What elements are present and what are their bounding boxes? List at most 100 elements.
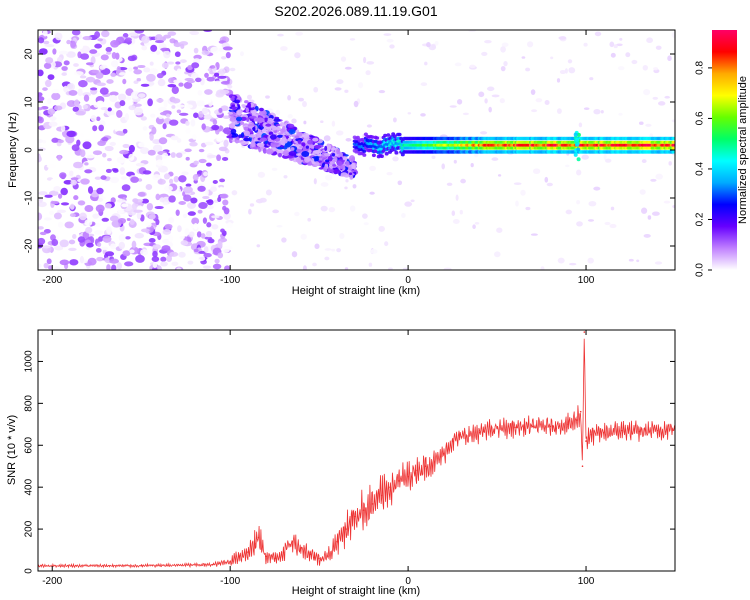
snr-plot-area (38, 330, 675, 571)
heatmap-cell (38, 48, 48, 55)
heatmap-cell (50, 200, 60, 205)
heatmap-cell (42, 87, 48, 91)
heatmap-cell (222, 246, 230, 253)
heatmap-cell (48, 190, 59, 196)
heatmap-cell (117, 209, 125, 214)
heatmap-cell (173, 79, 183, 84)
heatmap-cell (49, 210, 55, 216)
heatmap-cell (68, 239, 76, 245)
heatmap-cell (388, 267, 393, 270)
heatmap-cell (73, 195, 79, 201)
heatmap-cell (453, 159, 457, 164)
heatmap-cell (109, 215, 119, 222)
heatmap-cell (203, 30, 213, 33)
heatmap-cell (127, 55, 137, 62)
heatmap-cell (128, 153, 135, 161)
heatmap-cell (291, 118, 297, 124)
heatmap-cell (171, 261, 179, 266)
heatmap-cell (131, 240, 137, 249)
heatmap-cell (200, 233, 206, 239)
heatmap-cell (93, 230, 104, 235)
heatmap-cell (163, 173, 171, 180)
heatmap-cell (100, 246, 109, 251)
heatmap-cell (69, 170, 74, 177)
heatmap-cell (339, 233, 345, 239)
snr-x-label: Height of straight line (km) (292, 585, 420, 597)
heatmap-cell (558, 36, 567, 40)
heatmap-cell (54, 105, 63, 111)
heatmap-cell (149, 133, 154, 141)
x-tick-label: -100 (220, 576, 240, 587)
heatmap-cell (124, 261, 134, 267)
heatmap-cell (82, 36, 93, 41)
heatmap-cell (184, 148, 192, 153)
heatmap-cell (150, 113, 156, 118)
heatmap-cell (38, 92, 43, 97)
heatmap-cell (244, 100, 249, 104)
heatmap-cell (54, 245, 64, 251)
heatmap-cell (175, 152, 183, 158)
heatmap-cell (565, 164, 570, 168)
heatmap-cell (82, 104, 89, 110)
heatmap-cell (115, 130, 124, 136)
heatmap-cell (576, 169, 582, 176)
heatmap-cell (324, 256, 330, 261)
heatmap-cell (229, 67, 236, 72)
heatmap-cell (668, 161, 672, 166)
heatmap-cell (318, 167, 324, 170)
heatmap-cell (459, 209, 463, 215)
heatmap-cell (152, 250, 158, 258)
heatmap-cell (97, 140, 106, 146)
heatmap-cell (550, 56, 554, 60)
heatmap-cell (151, 256, 160, 262)
heatmap-cell (540, 266, 545, 270)
heatmap-cell (101, 136, 109, 142)
heatmap-cell (213, 72, 220, 77)
x-tick-label: -100 (220, 275, 240, 286)
heatmap-cell (333, 168, 341, 175)
heatmap-cell (369, 165, 376, 172)
heatmap-cell (313, 178, 317, 185)
heatmap-cell (100, 175, 107, 180)
heatmap-cell (287, 95, 292, 101)
heatmap-cell (70, 177, 79, 181)
heatmap-cell (323, 166, 328, 172)
heatmap-cell (578, 122, 583, 128)
heatmap-cell (556, 78, 561, 83)
heatmap-cell (362, 153, 367, 157)
heatmap-cell (51, 238, 59, 247)
heatmap-cell (116, 199, 126, 203)
heatmap-cell (229, 116, 238, 122)
heatmap-cell (186, 201, 197, 209)
heatmap-cell (220, 80, 230, 85)
heatmap-cell (116, 156, 126, 164)
heatmap-cell (243, 137, 251, 142)
heatmap-cell (133, 107, 144, 116)
heatmap-cell (472, 224, 476, 230)
heatmap-cell (155, 218, 160, 226)
heatmap-cell (92, 213, 100, 219)
snr-panel: -200 -100 0 100 0 200 400 600 800 1000 Height of… (6, 329, 676, 597)
heatmap-cell (671, 136, 675, 141)
heatmap-cell (358, 82, 364, 89)
heatmap-cell (210, 46, 220, 54)
colorbar-tick-label: 0.0 (695, 263, 706, 277)
heatmap-cell (87, 257, 97, 266)
heatmap-cell (576, 157, 581, 162)
heatmap-cell (258, 110, 267, 117)
heatmap-cell (138, 142, 146, 148)
heatmap-cell (169, 178, 174, 185)
heatmap-cell (218, 146, 228, 152)
heatmap-cell (146, 73, 156, 82)
heatmap-cell (513, 182, 522, 186)
heatmap-cell (220, 133, 228, 137)
heatmap-cell (96, 187, 104, 195)
heatmap-cell (140, 249, 149, 256)
heatmap-cell (294, 135, 300, 139)
heatmap-cell (180, 240, 189, 246)
heatmap-cell (288, 151, 297, 156)
heatmap-cell (384, 241, 389, 247)
heatmap-cell (63, 180, 73, 185)
heatmap-cell (47, 108, 56, 115)
heatmap-cell (587, 219, 595, 222)
